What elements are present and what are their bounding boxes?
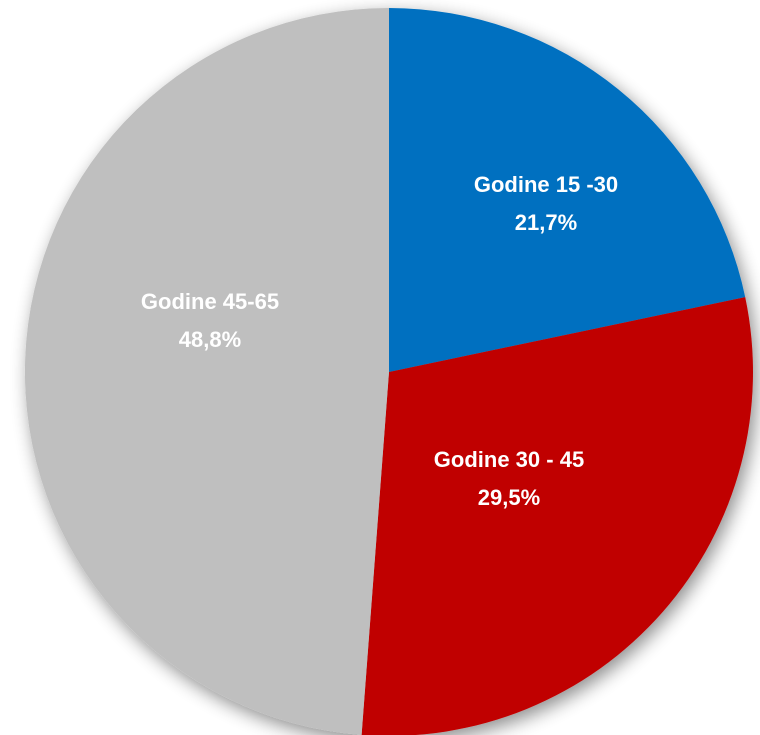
label-godine-15-30-percent: 21,7%	[515, 210, 577, 235]
pie-data-labels: Godine 15 -30 21,7%Godine 30 - 45 29,5%God…	[141, 172, 618, 510]
label-godine-30-45-category: Godine 30 - 45	[434, 447, 584, 472]
label-godine-15-30: Godine 15 -30 21,7%	[474, 172, 618, 235]
label-godine-30-45-percent: 29,5%	[478, 485, 540, 510]
pie-slices	[24, 7, 753, 735]
label-godine-15-30-category: Godine 15 -30	[474, 172, 618, 197]
slice-godine-30-45	[361, 297, 753, 735]
label-godine-45-65-percent: 48,8%	[179, 327, 241, 352]
slice-godine-15-30	[389, 8, 746, 372]
label-godine-30-45: Godine 30 - 45 29,5%	[434, 447, 584, 510]
label-godine-45-65-category: Godine 45-65	[141, 289, 279, 314]
label-godine-45-65: Godine 45-65 48,8%	[141, 289, 279, 352]
slice-godine-45-65	[24, 7, 390, 735]
